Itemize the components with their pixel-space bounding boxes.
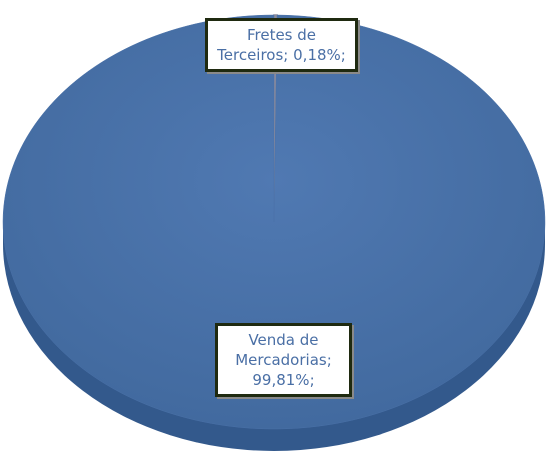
category: Fretes de Terceiros	[217, 26, 317, 64]
separator: ;	[309, 371, 315, 389]
category: Venda de Mercadorias	[235, 331, 327, 369]
separator: ;	[283, 46, 289, 64]
separator: ;	[340, 46, 346, 64]
value-label: 0,18%	[293, 46, 341, 64]
value-label: 99,81%	[252, 371, 310, 389]
pie-slice	[2, 14, 546, 430]
separator: ;	[326, 351, 332, 369]
data-label: Fretes de Terceiros; 0,18%;	[205, 18, 358, 72]
data-label: Venda de Mercadorias; 99,81%;	[215, 323, 352, 397]
